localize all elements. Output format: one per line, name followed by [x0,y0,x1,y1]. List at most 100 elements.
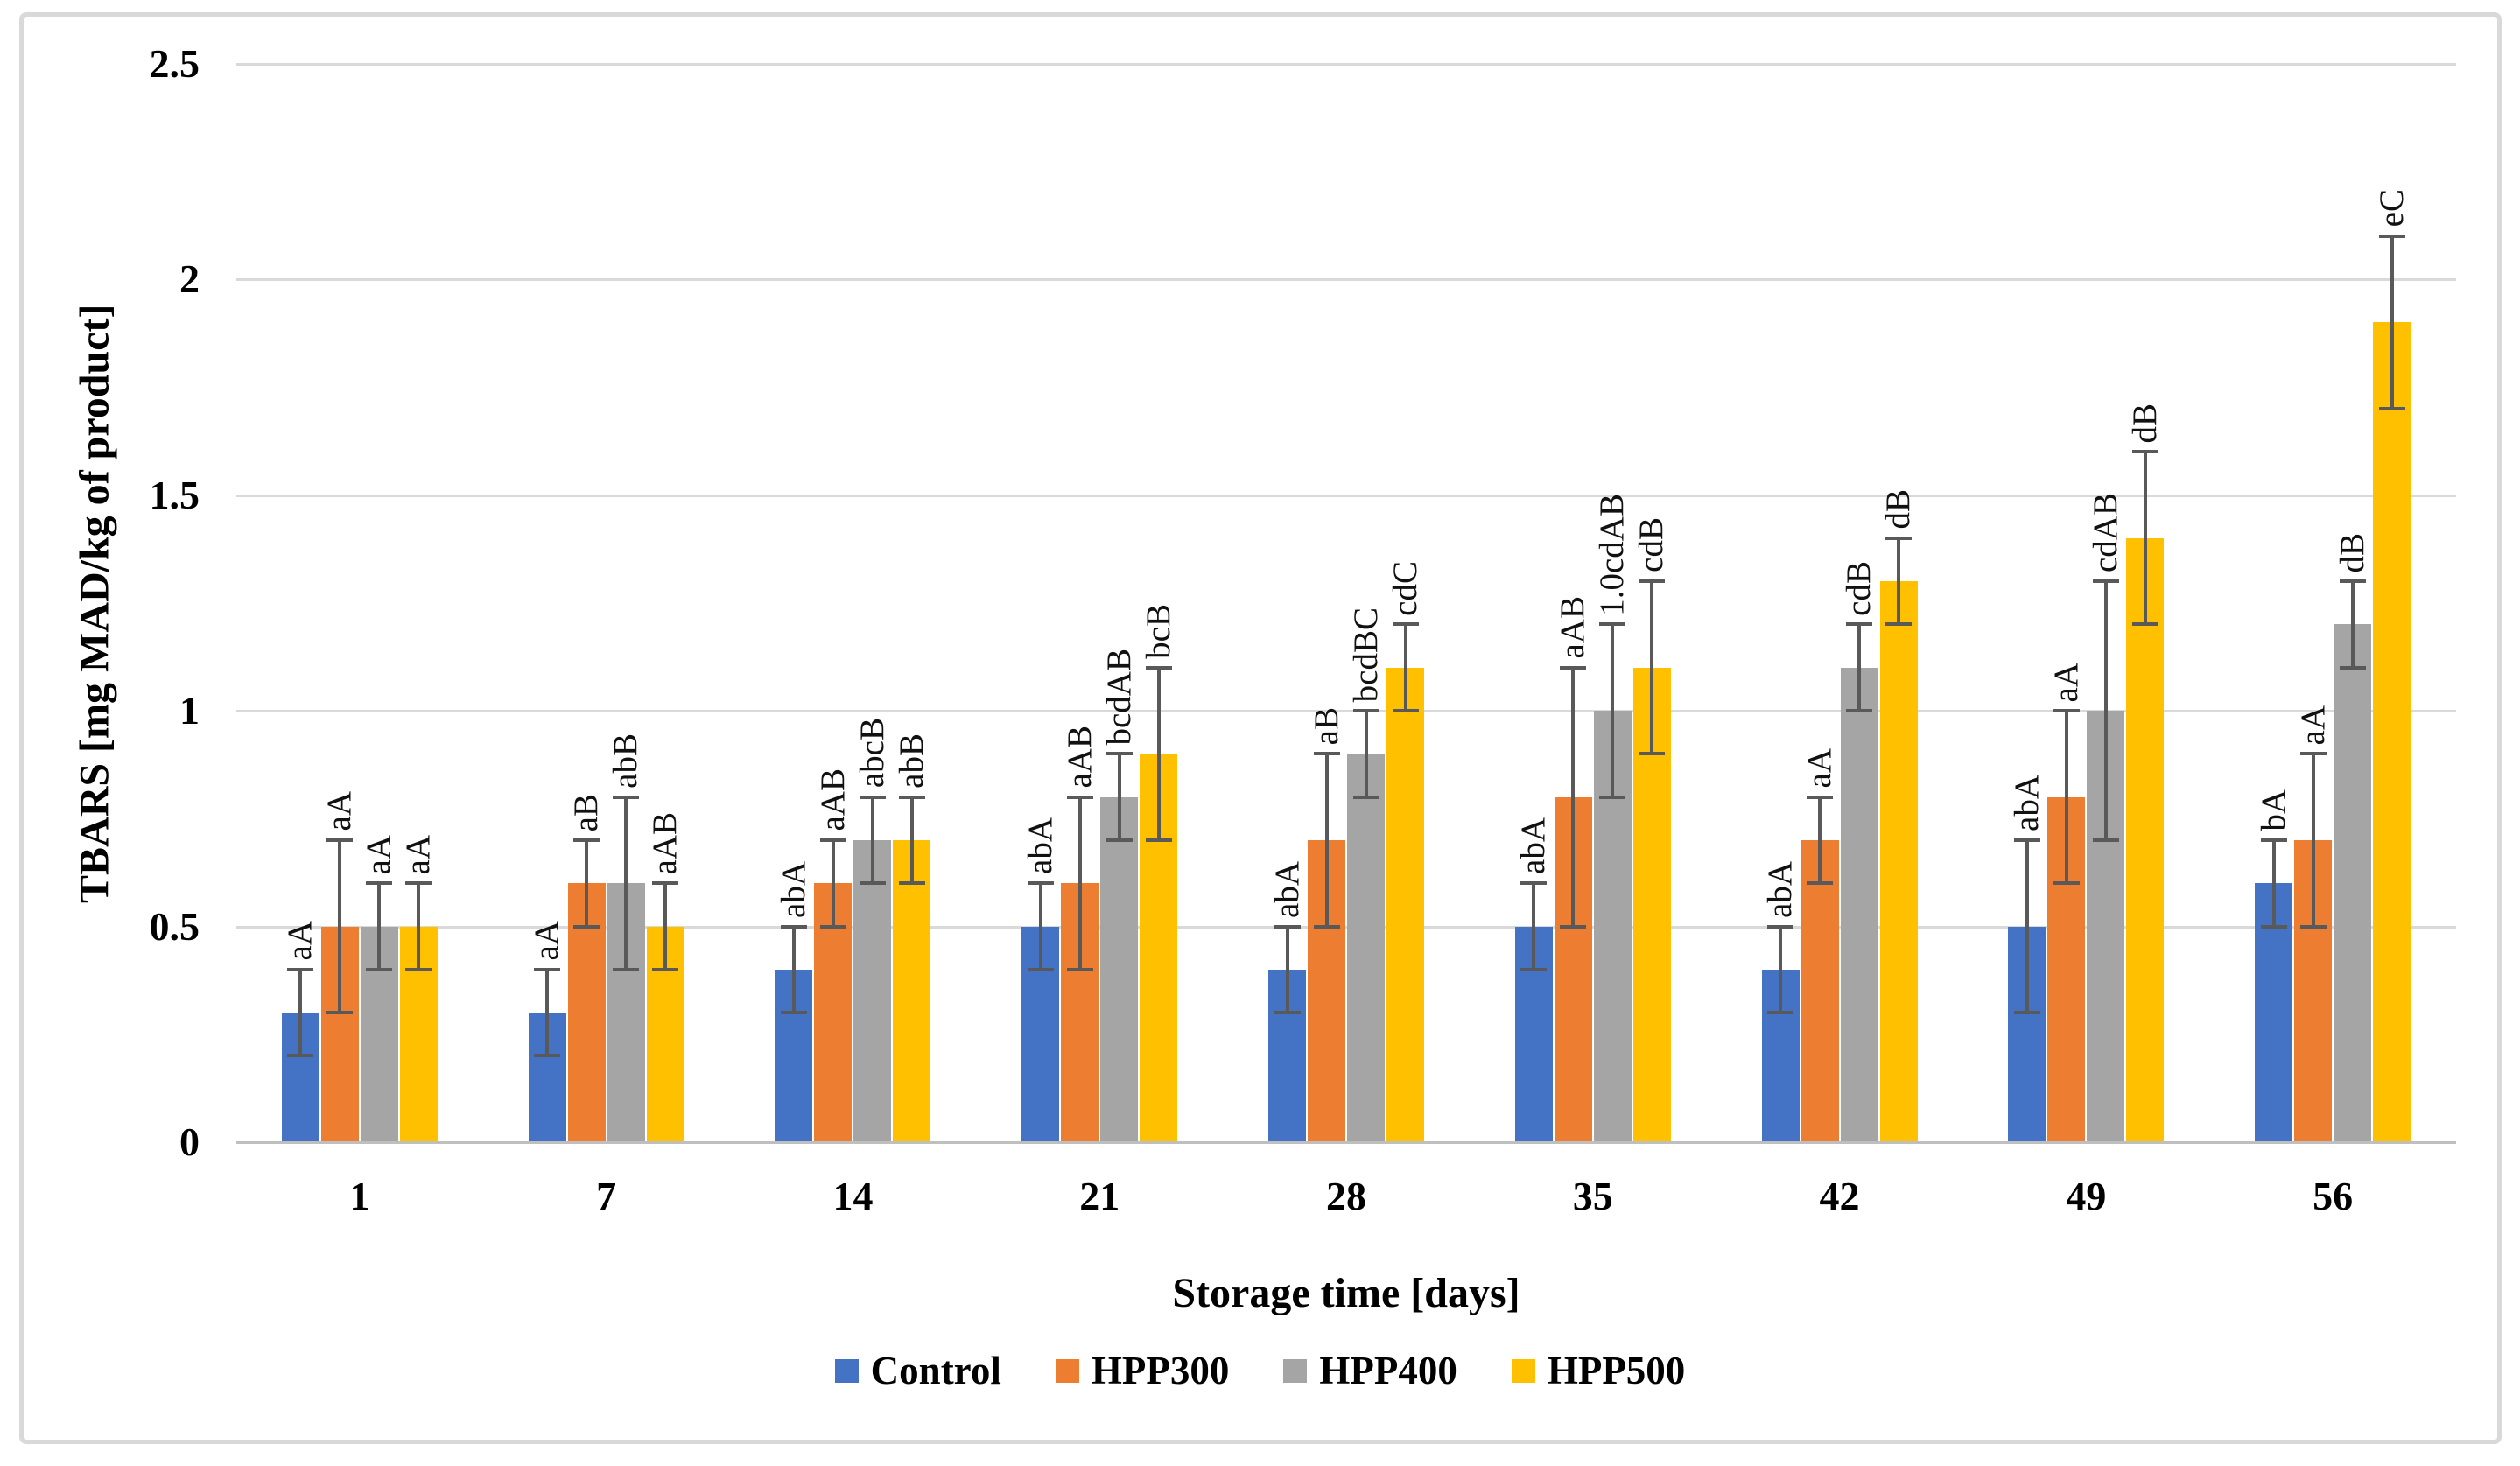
error-bar-cap-top [2013,838,2040,842]
bar-HPP500-day28 [1386,667,1424,1142]
legend-item-HPP400: HPP400 [1283,1348,1457,1393]
bar-HPP400-day42 [1840,667,1878,1142]
error-bar-cap-bottom [1639,752,1666,756]
significance-label-Control-day28: abA [1267,860,1306,918]
error-bar-cap-bottom [2013,1011,2040,1015]
error-bar-cap-bottom [652,967,679,971]
x-tick-label-49: 49 [2066,1174,2107,1218]
error-bar-cap-bottom [1560,924,1587,929]
legend-swatch-HPP400 [1283,1358,1308,1383]
error-bar-cap-bottom [1846,709,1873,712]
error-bar-cap-top [1274,924,1301,929]
error-bar-cap-bottom [2378,406,2405,410]
significance-label-Control-day21: abA [1021,817,1059,875]
legend-label-HPP300: HPP300 [1091,1349,1230,1392]
error-bar-HPP500-day7 [663,883,668,970]
error-bar-cap-bottom [1520,967,1548,971]
error-bar-cap-top [534,967,561,971]
significance-label-Control-day1: aA [281,921,319,961]
error-bar-cap-top [2092,579,2119,584]
significance-label-HPP400-day42: cdB [1840,560,1878,616]
error-bar-cap-bottom [780,1011,807,1015]
y-tick-label-0.5: 0.5 [149,903,200,949]
legend-swatch-HPP300 [1055,1358,1079,1383]
error-bar-cap-top [366,881,393,886]
error-bar-HPP400-day35 [1611,624,1615,797]
y-tick-label-1: 1 [179,688,200,733]
error-bar-cap-top [2053,709,2080,712]
y-tick-label-0: 0 [179,1119,200,1164]
error-bar-HPP300-day35 [1571,667,1576,927]
error-bar-HPP300-day21 [1077,796,1082,970]
significance-label-Control-day42: abA [1761,860,1800,918]
error-bar-cap-top [1846,622,1873,627]
error-bar-cap-top [1520,881,1548,886]
significance-label-HPP400-day28: bcdBC [1346,607,1385,702]
error-bar-HPP500-day56 [2390,235,2394,409]
x-tick-label-35: 35 [1572,1174,1613,1218]
error-bar-cap-bottom [613,967,640,971]
error-bar-cap-top [1066,795,1093,799]
significance-label-Control-day35: abA [1514,817,1553,875]
gridline-1.5 [236,494,2456,497]
error-bar-cap-bottom [898,881,925,886]
significance-label-HPP400-day56: dB [2333,532,2371,573]
legend-label-Control: Control [870,1349,1001,1392]
significance-label-HPP500-day49: dB [2125,403,2164,444]
error-bar-cap-top [1145,665,1172,670]
bar-HPP300-day42 [1801,839,1839,1142]
error-bar-Control-day14 [791,926,796,1014]
significance-label-HPP500-day35: cdB [1632,517,1671,573]
error-bar-HPP300-day1 [338,839,342,1014]
error-bar-cap-bottom [2092,838,2119,842]
error-bar-cap-top [326,838,354,842]
error-bar-cap-top [1106,752,1133,756]
error-bar-cap-bottom [1352,795,1379,799]
error-bar-HPP400-day56 [2350,581,2355,668]
error-bar-HPP500-day42 [1897,537,1901,625]
error-bar-HPP400-day14 [870,796,874,884]
error-bar-cap-bottom [1106,838,1133,842]
error-bar-cap-top [1313,752,1340,756]
error-bar-cap-bottom [1066,967,1093,971]
legend-item-Control: Control [834,1348,1001,1393]
error-bar-cap-top [1560,665,1587,670]
x-tick-label-21: 21 [1079,1174,1120,1218]
error-bar-HPP500-day35 [1650,581,1654,754]
legend-label-HPP500: HPP500 [1547,1349,1686,1392]
error-bar-cap-top [2299,752,2327,756]
error-bar-cap-top [573,838,600,842]
error-bar-cap-bottom [2053,881,2080,886]
error-bar-cap-top [1639,579,1666,584]
error-bar-HPP500-day28 [1403,624,1407,711]
error-bar-cap-top [613,795,640,799]
error-bar-cap-bottom [573,924,600,929]
legend-item-HPP300: HPP300 [1055,1348,1230,1393]
bar-HPP500-day56 [2373,322,2411,1142]
error-bar-HPP500-day21 [1156,667,1161,840]
error-bar-cap-bottom [1767,1011,1794,1015]
error-bar-cap-bottom [1807,881,1834,886]
error-bar-HPP400-day28 [1364,711,1368,797]
error-bar-Control-day56 [2271,839,2276,927]
error-bar-Control-day28 [1285,926,1289,1014]
bar-HPP500-day49 [2126,537,2165,1142]
legend-item-HPP500: HPP500 [1511,1348,1686,1393]
error-bar-cap-top [652,881,679,886]
error-bar-cap-top [2131,450,2158,454]
error-bar-cap-bottom [366,967,393,971]
x-tick-label-56: 56 [2313,1174,2354,1218]
significance-label-HPP300-day49: aA [2046,662,2085,702]
error-bar-cap-top [780,924,807,929]
error-bar-cap-top [819,838,846,842]
error-bar-cap-bottom [1145,838,1172,842]
significance-label-HPP300-day1: aA [320,791,359,831]
error-bar-Control-day1 [298,969,303,1056]
error-bar-cap-bottom [1027,967,1054,971]
error-bar-HPP500-day49 [2143,452,2147,625]
error-bar-HPP400-day42 [1857,624,1862,711]
significance-label-HPP500-day42: dB [1879,489,1918,530]
error-bar-HPP400-day1 [377,883,382,970]
significance-label-HPP300-day28: aB [1307,706,1345,746]
error-bar-cap-bottom [2260,924,2287,929]
